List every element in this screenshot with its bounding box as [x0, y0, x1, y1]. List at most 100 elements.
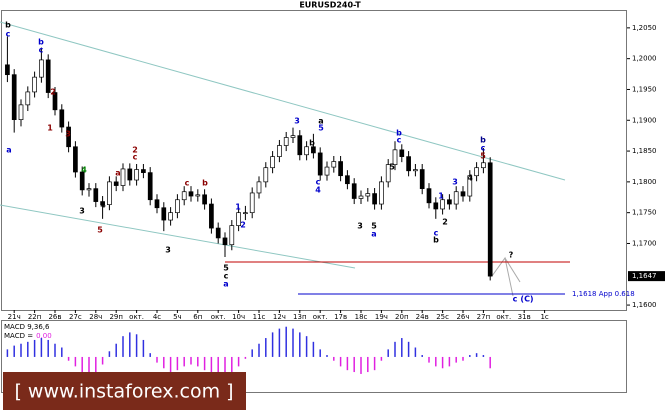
candle-body: [392, 149, 398, 165]
candle-body: [304, 146, 309, 156]
wave-label: 5: [223, 264, 229, 273]
candle-body: [385, 164, 391, 183]
candle-body: [270, 156, 275, 169]
wave-label: c: [39, 46, 44, 55]
candle-body: [460, 191, 466, 197]
candle-body: [433, 202, 439, 210]
wave-label: b: [38, 38, 44, 47]
candle-body: [324, 166, 330, 176]
candle-body: [113, 181, 119, 186]
y-tick-label: 1,1850: [632, 147, 657, 155]
candle-body: [52, 92, 58, 111]
price-level-label: 1,1618 App 0.618: [572, 290, 635, 298]
candle-body: [154, 199, 160, 209]
x-tick-label: 28ч: [89, 313, 102, 321]
candle-body: [453, 191, 459, 205]
wave-label: c: [185, 179, 190, 188]
candle-body: [331, 161, 337, 168]
x-tick-label: 17в: [334, 313, 347, 321]
candle-body: [256, 181, 262, 194]
candle-body: [73, 146, 78, 173]
candle-body: [447, 199, 452, 205]
wave-label: 1: [235, 203, 241, 212]
candle-body: [351, 183, 357, 199]
wave-label: 5: [389, 163, 395, 172]
x-tick-label: окт.: [211, 313, 226, 321]
channel-line: [0, 204, 356, 269]
macd-frame: [1, 320, 627, 393]
y-tick-label: 1,1900: [632, 116, 657, 124]
candle-body: [127, 168, 133, 181]
candle-body: [249, 192, 255, 214]
candle-body: [311, 146, 316, 154]
candle-body: [426, 188, 432, 204]
candle-body: [290, 135, 296, 138]
x-tick-label: 29п: [109, 313, 122, 321]
x-tick-label: 10ч: [232, 313, 245, 321]
wave-label: 3: [294, 117, 300, 126]
wave-label: ?: [509, 251, 514, 260]
x-tick-label: 31в: [518, 313, 531, 321]
y-tick-label: 1,1950: [632, 85, 657, 93]
wave-label: b: [202, 179, 208, 188]
candle-body: [175, 199, 180, 214]
x-tick-label: 27п: [477, 313, 490, 321]
wave-label: c: [434, 229, 439, 238]
wave-label: 3: [452, 178, 458, 187]
candle-body: [202, 194, 207, 205]
candle-body: [263, 167, 269, 183]
y-tick-label: 1,1600: [632, 301, 657, 309]
wave-label: 4: [467, 174, 473, 183]
y-tick-label: 1,1700: [632, 239, 657, 247]
candle-body: [399, 149, 405, 157]
wave-label: a: [371, 230, 376, 239]
candle-body: [11, 74, 17, 121]
x-tick-label: 22п: [28, 313, 41, 321]
wave-label: 1: [438, 192, 444, 201]
x-tick-label: 1с: [540, 313, 548, 321]
candle-body: [215, 227, 221, 239]
chart-title: EURUSD240-T: [299, 1, 361, 10]
candle-body: [161, 207, 167, 221]
x-tick-label: 21ч: [8, 313, 21, 321]
candle-body: [379, 181, 384, 205]
wave-label: a: [318, 117, 323, 126]
candle-body: [147, 172, 153, 201]
x-tick-label: 13п: [293, 313, 306, 321]
candle-body: [79, 171, 85, 191]
x-tick-label: окт.: [313, 313, 328, 321]
wave-label: b: [5, 21, 11, 30]
candle-body: [66, 126, 71, 148]
macd-value-name: MACD =: [4, 332, 33, 340]
wave-label: b: [480, 136, 486, 145]
candle-body: [141, 169, 146, 173]
current-price-box: [628, 271, 665, 282]
candle-body: [317, 152, 323, 176]
macd-value: 0,00: [36, 332, 52, 340]
candle-body: [236, 212, 241, 226]
wave-label: c: [133, 153, 138, 162]
candle-body: [5, 64, 10, 76]
x-tick-label: 20п: [395, 313, 408, 321]
candle-body: [134, 169, 139, 181]
candle-body: [406, 156, 411, 172]
x-tick-label: 26ч: [456, 313, 469, 321]
x-tick-label: 27с: [69, 313, 82, 321]
x-tick-label: окт.: [129, 313, 144, 321]
wave-label: 2: [442, 218, 448, 227]
candle-body: [358, 195, 364, 199]
candle-body: [100, 201, 105, 206]
y-tick-label: 1,1750: [632, 209, 657, 217]
wave-label: 2: [240, 221, 246, 230]
wave-label: 3: [165, 246, 171, 255]
x-tick-label: 24в: [416, 313, 429, 321]
x-tick-label: 25с: [436, 313, 449, 321]
wave-label: 4: [315, 186, 321, 195]
wave-label: 3: [79, 207, 85, 216]
wave-label: c: [224, 272, 229, 281]
wave-label: b: [433, 236, 439, 245]
candle-body: [413, 169, 418, 172]
candle-body: [283, 137, 289, 146]
wave-label: c: [513, 295, 518, 304]
